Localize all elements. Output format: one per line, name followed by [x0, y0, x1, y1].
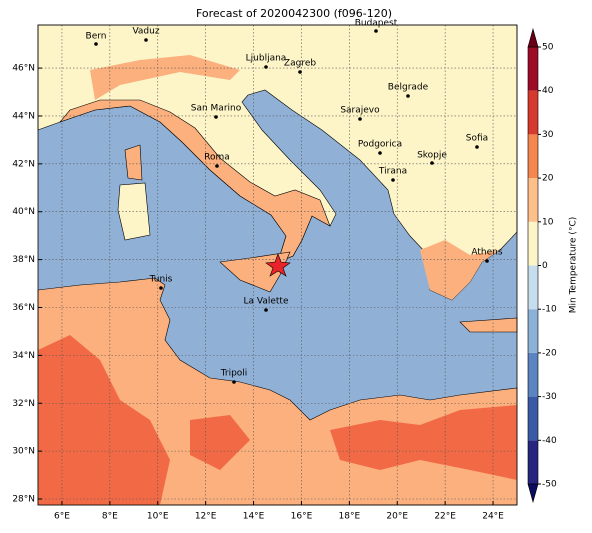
y-tick-label: 30°N	[12, 447, 35, 457]
land-warm	[90, 55, 500, 300]
colorbar-tick-label: 20	[542, 174, 554, 184]
y-tick-label: 32°N	[12, 399, 35, 409]
colorbar-band	[528, 178, 538, 222]
x-tick-label: 8°E	[102, 512, 118, 522]
city-label: Belgrade	[388, 83, 429, 93]
y-tick-label: 34°N	[12, 351, 35, 361]
colorbar-band	[528, 440, 538, 484]
city-label: Bern	[86, 32, 107, 42]
colorbar-band	[528, 221, 538, 266]
x-tick-label: 18°E	[339, 512, 361, 522]
city-dot	[358, 117, 362, 121]
city-dot	[214, 115, 218, 119]
highlight-star[interactable]	[265, 253, 291, 277]
colorbar-tick-label: 10	[542, 217, 554, 227]
x-tick-label: 20°E	[386, 512, 408, 522]
x-tick-label: 6°E	[54, 512, 70, 522]
colorbar-band	[528, 90, 538, 135]
city-dot	[94, 42, 98, 46]
city-label: Roma	[204, 153, 230, 163]
city-dot	[159, 286, 163, 290]
colorbar-extend	[527, 483, 539, 504]
y-tick-label: 28°N	[12, 495, 35, 505]
colorbar: -50 -40 -30 -20 -10 0 10 20 30 40 50	[527, 27, 557, 504]
city-label: Athens	[471, 248, 502, 258]
colorbar-band	[528, 265, 538, 310]
graticule	[38, 25, 517, 505]
city-dot	[215, 164, 219, 168]
colorbar-tick-label: 0	[542, 261, 548, 271]
city-dot	[232, 380, 236, 384]
x-tick-label: 10°E	[147, 512, 169, 522]
colorbar-band	[528, 47, 538, 91]
city-dot	[144, 38, 148, 42]
city-dot	[406, 94, 410, 98]
city-dot	[264, 65, 268, 69]
city-label: Ljubljana	[246, 54, 287, 64]
city-label: Tunis	[149, 275, 173, 285]
city-dot	[378, 151, 382, 155]
colorbar-tick-label: -30	[542, 392, 557, 402]
city-dot	[485, 259, 489, 263]
colorbar-tick-label: 40	[542, 86, 554, 96]
y-tick-label: 36°N	[12, 303, 35, 313]
city-dot	[298, 70, 302, 74]
map-frame	[37, 24, 518, 506]
colorbar-tick-label: 50	[542, 43, 554, 53]
city-label: Sofia	[466, 134, 488, 144]
city-label: Podgorica	[358, 140, 402, 150]
map-title: Forecast of 2020042300 (f096-120)	[196, 7, 392, 20]
colorbar-tick-label: -20	[542, 348, 557, 358]
colorbar-band	[528, 309, 538, 353]
x-tick-label: 16°E	[291, 512, 313, 522]
city-label: Budapest	[355, 19, 398, 29]
colorbar-tick-label: -10	[542, 305, 557, 315]
colorbar-label: Min Temperature (°C)	[569, 217, 579, 314]
y-tick-label: 40°N	[12, 207, 35, 217]
city-dot	[475, 145, 479, 149]
island-corsica	[124, 144, 143, 181]
city-label: Tripoli	[220, 369, 248, 379]
city-label: La Valette	[244, 297, 289, 307]
colorbar-band	[528, 396, 538, 441]
x-tick-label: 24°E	[482, 512, 504, 522]
city-label: Zagreb	[284, 59, 316, 69]
city-dot	[374, 29, 378, 33]
city-label: Skopje	[417, 151, 447, 161]
colorbar-tick-label: -40	[542, 436, 557, 446]
colorbar-band	[528, 134, 538, 179]
city-label: Vaduz	[132, 27, 159, 37]
land-warm	[59, 99, 331, 263]
y-tick-label: 44°N	[12, 111, 35, 121]
colorbar-band	[528, 352, 538, 397]
city-dot	[264, 308, 268, 312]
colorbar-tick-label: -50	[542, 480, 557, 490]
city-label: Sarajevo	[340, 106, 380, 116]
x-tick-label: 22°E	[434, 512, 456, 522]
y-tick-label: 42°N	[12, 159, 35, 169]
y-tick-label: 38°N	[12, 255, 35, 265]
colorbar-tick-label: 30	[542, 130, 554, 140]
city-dot	[391, 178, 395, 182]
x-tick-label: 12°E	[195, 512, 217, 522]
x-tick-label: 14°E	[243, 512, 265, 522]
city-dot	[430, 161, 434, 165]
colorbar-extend	[527, 27, 539, 48]
city-label: San Marino	[191, 104, 242, 114]
city-label: Tirana	[378, 167, 407, 177]
y-tick-label: 46°N	[12, 64, 35, 74]
